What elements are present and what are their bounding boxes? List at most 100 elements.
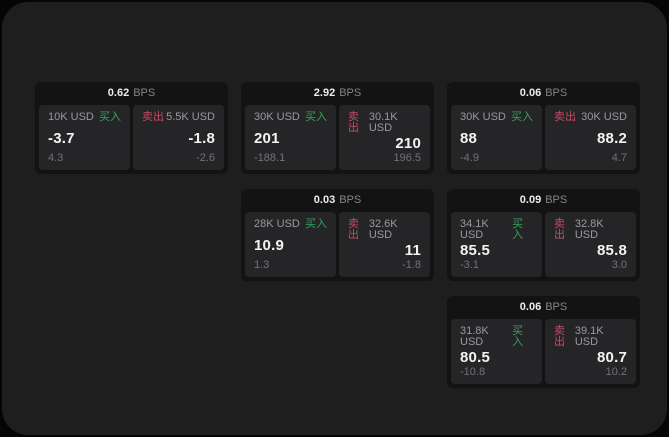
buy-panel-top: 34.1K USD 买入 — [460, 219, 533, 241]
buy-panel[interactable]: 10K USD 买入 -3.7 4.3 — [39, 105, 130, 170]
bps-card: 0.06 BPS 31.8K USD 买入 80.5 -10.8 卖出 39.1… — [447, 296, 640, 388]
buy-panel-top: 28K USD 买入 — [254, 219, 327, 230]
sell-panel[interactable]: 卖出 32.6K USD 11 -1.8 — [339, 212, 430, 277]
buy-amount-label: 34.1K USD — [460, 218, 489, 241]
bps-value: 0.03 — [313, 194, 336, 206]
buy-tag: 买入 — [512, 325, 524, 348]
sell-panel[interactable]: 卖出 32.8K USD 85.8 3.0 — [545, 212, 636, 277]
sell-sub-value: -1.8 — [402, 259, 421, 271]
buy-tag: 买入 — [511, 111, 533, 123]
card-header: 0.06 BPS — [447, 296, 640, 319]
sell-sub-value: 196.5 — [393, 152, 421, 164]
buy-amount-label: 30K USD — [254, 111, 300, 123]
sell-sub-value: 4.7 — [611, 152, 627, 164]
sell-price-value: 88.2 — [597, 129, 627, 147]
buy-sub-value: -188.1 — [254, 152, 286, 164]
buy-panel[interactable]: 34.1K USD 买入 85.5 -3.1 — [451, 212, 542, 277]
sell-tag: 卖出 — [554, 325, 565, 348]
buy-price-value: 201 — [254, 129, 280, 147]
bps-unit-label: BPS — [545, 301, 568, 313]
buy-tag: 买入 — [305, 111, 327, 123]
sell-amount-label: 30K USD — [581, 111, 627, 123]
bps-card: 0.06 BPS 30K USD 买入 88 -4.9 卖出 30K USD 8… — [447, 82, 640, 174]
bps-unit-label: BPS — [545, 194, 568, 206]
card-body: 10K USD 买入 -3.7 4.3 卖出 5.5K USD -1.8 -2.… — [35, 105, 228, 174]
sell-amount-label: 32.6K USD — [368, 218, 398, 241]
buy-tag: 买入 — [305, 218, 327, 230]
card-body: 30K USD 买入 201 -188.1 卖出 30.1K USD 210 1… — [241, 105, 434, 174]
buy-price-value: 88 — [460, 129, 478, 147]
card-body: 34.1K USD 买入 85.5 -3.1 卖出 32.8K USD 85.8… — [447, 212, 640, 281]
buy-panel-top: 10K USD 买入 — [48, 112, 121, 123]
buy-price-value: 80.5 — [460, 349, 490, 366]
buy-price-value: 85.5 — [460, 242, 490, 259]
card-body: 30K USD 买入 88 -4.9 卖出 30K USD 88.2 4.7 — [447, 105, 640, 174]
buy-panel[interactable]: 30K USD 买入 88 -4.9 — [451, 105, 542, 170]
bps-value: 0.06 — [519, 87, 542, 99]
sell-panel-top: 卖出 32.6K USD — [348, 219, 421, 241]
bps-card: 0.62 BPS 10K USD 买入 -3.7 4.3 卖出 5.5K USD… — [35, 82, 228, 174]
bps-unit-label: BPS — [545, 87, 568, 99]
buy-sub-value: 4.3 — [48, 152, 64, 164]
buy-sub-value: -4.9 — [460, 152, 479, 164]
bps-value: 0.62 — [107, 87, 130, 99]
bps-card: 2.92 BPS 30K USD 买入 201 -188.1 卖出 30.1K … — [241, 82, 434, 174]
sell-price-value: 210 — [395, 135, 421, 152]
buy-sub-value: -10.8 — [460, 366, 486, 378]
buy-amount-label: 30K USD — [460, 111, 506, 123]
sell-panel-top: 卖出 32.8K USD — [554, 219, 627, 241]
sell-tag: 卖出 — [554, 218, 565, 241]
sell-panel[interactable]: 卖出 39.1K USD 80.7 10.2 — [545, 319, 636, 384]
buy-panel-top: 30K USD 买入 — [254, 112, 327, 123]
bps-card: 0.03 BPS 28K USD 买入 10.9 1.3 卖出 32.6K US… — [241, 189, 434, 281]
buy-panel-top: 30K USD 买入 — [460, 112, 533, 123]
bps-value: 2.92 — [313, 87, 336, 99]
sell-amount-label: 39.1K USD — [574, 325, 604, 348]
bps-cards-grid: 0.62 BPS 10K USD 买入 -3.7 4.3 卖出 5.5K USD… — [35, 82, 640, 388]
card-body: 31.8K USD 买入 80.5 -10.8 卖出 39.1K USD 80.… — [447, 319, 640, 388]
card-body: 28K USD 买入 10.9 1.3 卖出 32.6K USD 11 -1.8 — [241, 212, 434, 281]
buy-amount-label: 28K USD — [254, 218, 300, 230]
sell-sub-value: -2.6 — [196, 152, 215, 164]
buy-sub-value: -3.1 — [460, 259, 479, 271]
buy-panel[interactable]: 28K USD 买入 10.9 1.3 — [245, 212, 336, 277]
bps-card: 0.09 BPS 34.1K USD 买入 85.5 -3.1 卖出 32.8K… — [447, 189, 640, 281]
buy-panel[interactable]: 31.8K USD 买入 80.5 -10.8 — [451, 319, 542, 384]
sell-sub-value: 10.2 — [605, 366, 627, 378]
card-header: 0.09 BPS — [447, 189, 640, 212]
sell-tag: 卖出 — [348, 218, 359, 241]
card-header: 0.06 BPS — [447, 82, 640, 105]
card-header: 2.92 BPS — [241, 82, 434, 105]
sell-panel-top: 卖出 30.1K USD — [348, 112, 421, 134]
bps-value: 0.06 — [519, 301, 542, 313]
sell-price-value: 85.8 — [597, 242, 627, 259]
bps-unit-label: BPS — [339, 194, 362, 206]
sell-panel[interactable]: 卖出 30.1K USD 210 196.5 — [339, 105, 430, 170]
bps-unit-label: BPS — [339, 87, 362, 99]
sell-panel-top: 卖出 5.5K USD — [142, 112, 215, 123]
sell-amount-label: 32.8K USD — [574, 218, 604, 241]
sell-price-value: 11 — [404, 242, 421, 259]
card-header: 0.03 BPS — [241, 189, 434, 212]
sell-tag: 卖出 — [554, 111, 576, 123]
sell-tag: 卖出 — [142, 111, 164, 123]
sell-amount-label: 30.1K USD — [368, 111, 398, 134]
buy-panel[interactable]: 30K USD 买入 201 -188.1 — [245, 105, 336, 170]
sell-tag: 卖出 — [348, 111, 359, 134]
sell-price-value: 80.7 — [597, 349, 627, 366]
bps-unit-label: BPS — [133, 87, 156, 99]
buy-amount-label: 31.8K USD — [460, 325, 489, 348]
buy-tag: 买入 — [99, 111, 121, 123]
sell-price-value: -1.8 — [188, 129, 215, 147]
buy-price-value: -3.7 — [48, 129, 75, 147]
sell-panel-top: 卖出 39.1K USD — [554, 326, 627, 348]
buy-amount-label: 10K USD — [48, 111, 94, 123]
bps-value: 0.09 — [519, 194, 542, 206]
sell-panel-top: 卖出 30K USD — [554, 112, 627, 123]
sell-panel[interactable]: 卖出 5.5K USD -1.8 -2.6 — [133, 105, 224, 170]
sell-sub-value: 3.0 — [611, 259, 627, 271]
sell-panel[interactable]: 卖出 30K USD 88.2 4.7 — [545, 105, 636, 170]
sell-amount-label: 5.5K USD — [166, 111, 215, 123]
buy-sub-value: 1.3 — [254, 259, 270, 271]
